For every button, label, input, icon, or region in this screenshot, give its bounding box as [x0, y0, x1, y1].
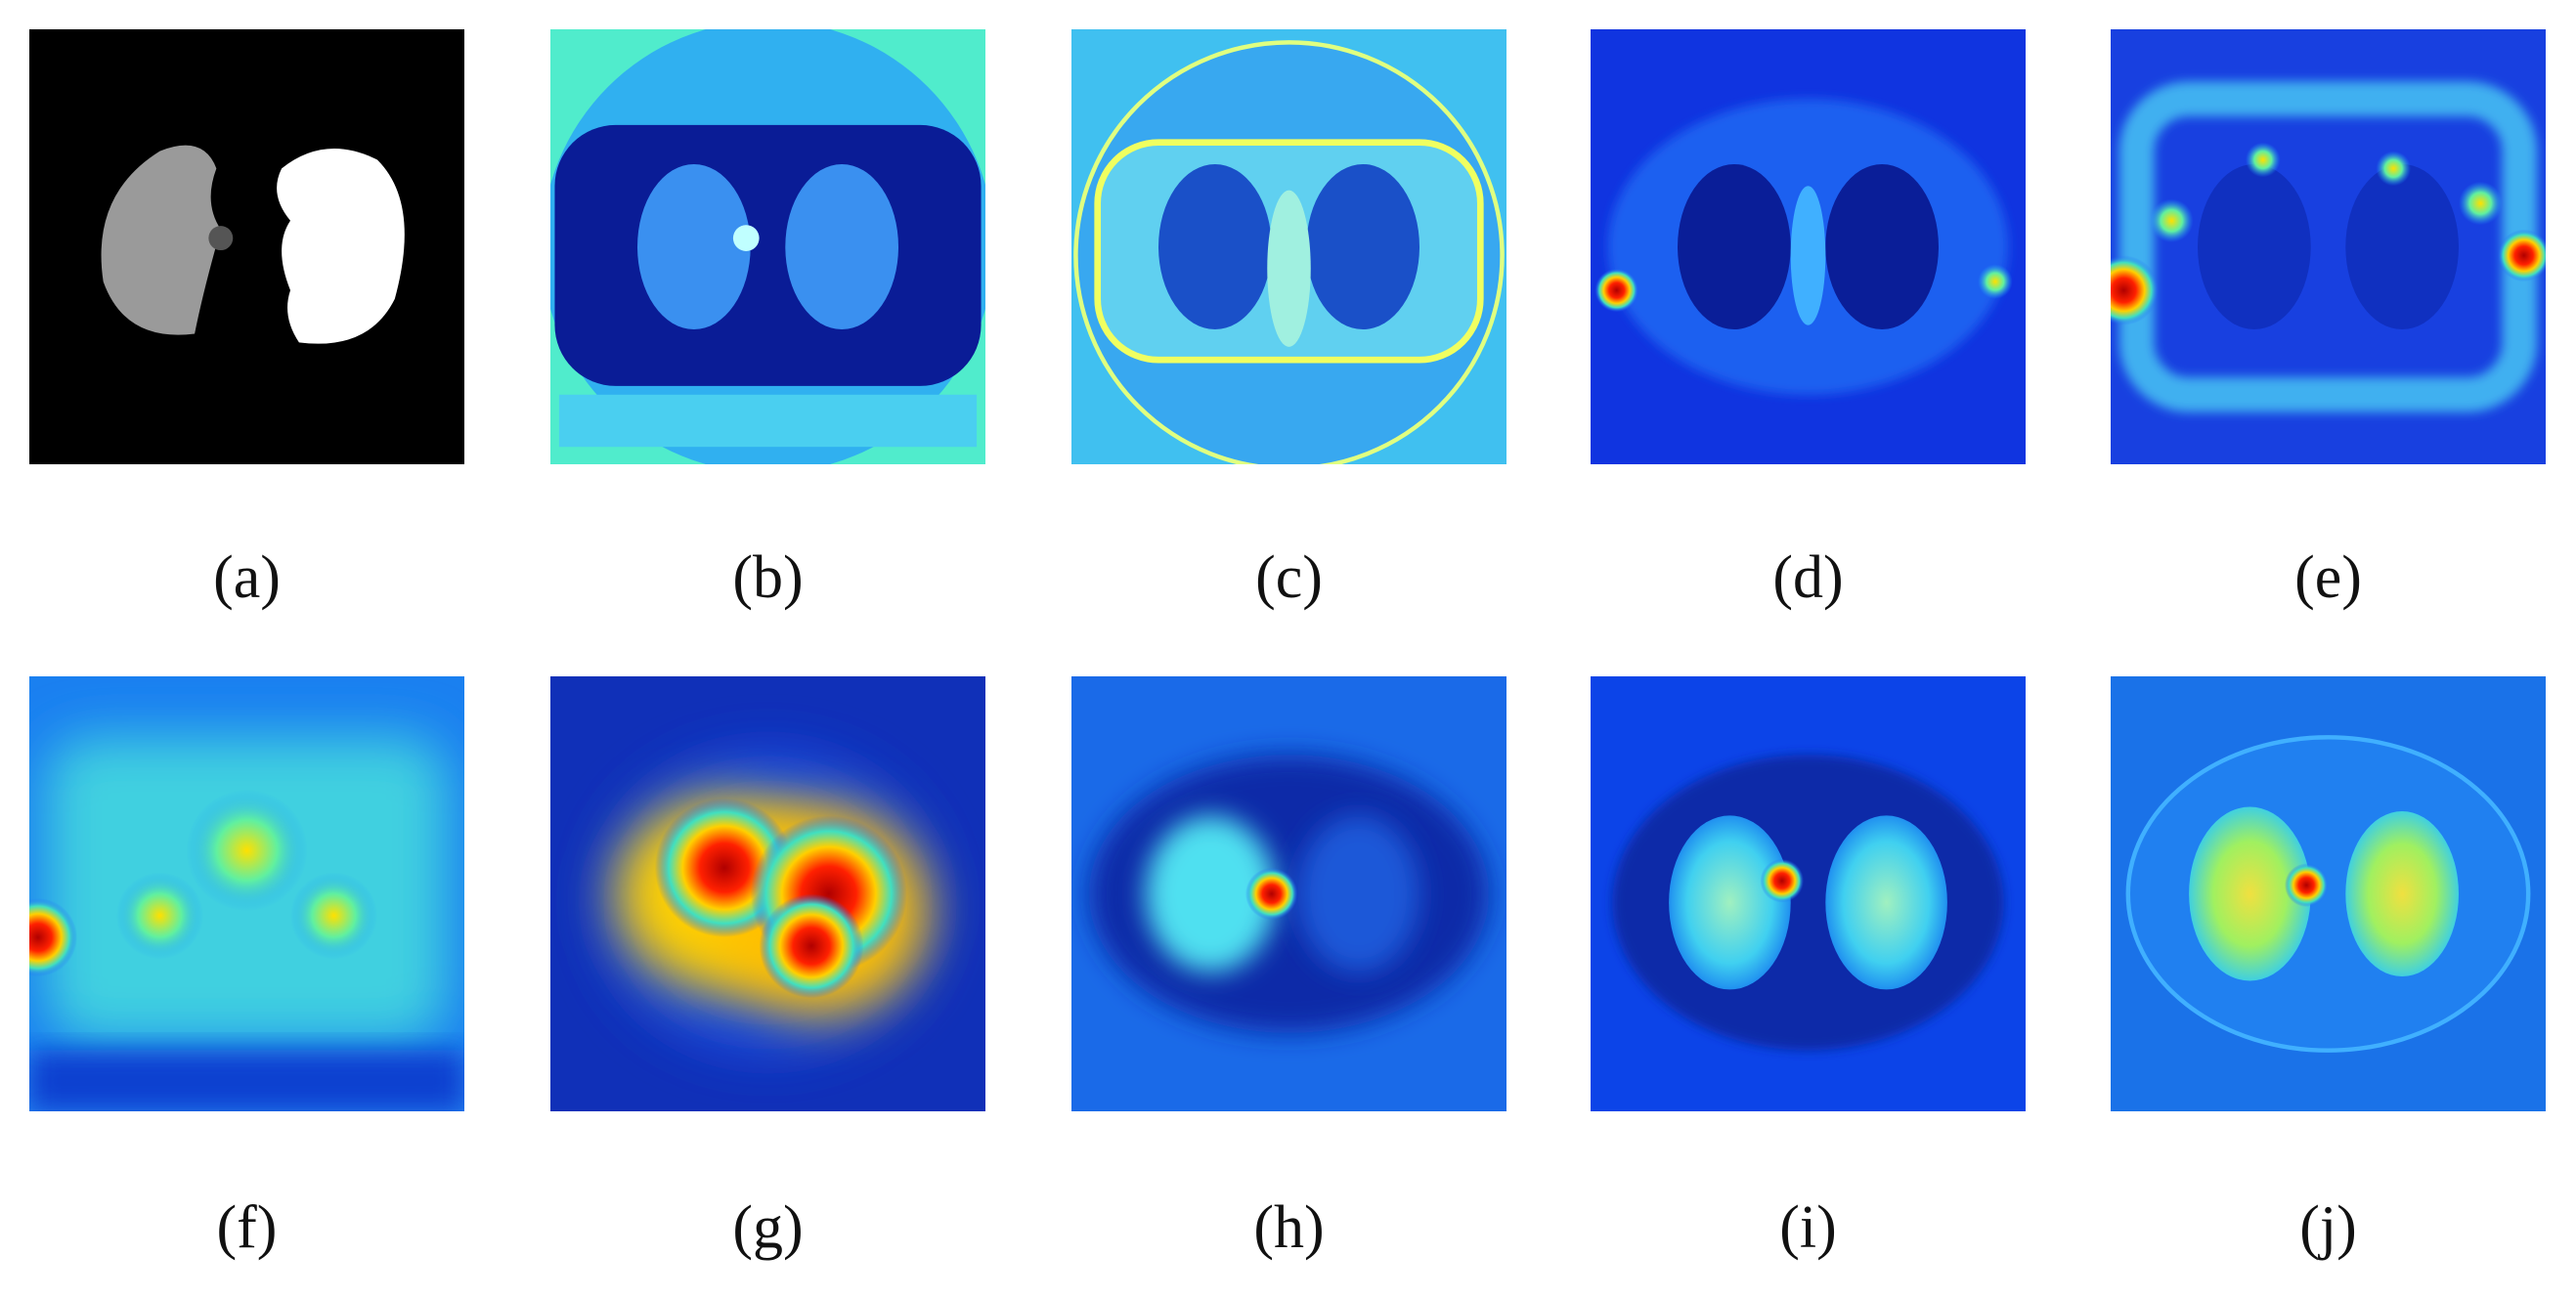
spot — [186, 789, 308, 912]
panel-image — [1591, 29, 2026, 464]
shape — [785, 163, 898, 330]
panel-label: (h) — [1253, 1194, 1324, 1261]
panel-content — [1071, 676, 1506, 1111]
panel-label: (a) — [213, 544, 281, 611]
shape — [1790, 186, 1826, 325]
panel-content — [1591, 676, 2026, 1111]
shape — [1297, 815, 1419, 973]
panel-image — [29, 676, 464, 1111]
band — [554, 124, 982, 386]
panel-image — [1071, 29, 1506, 464]
spot — [290, 872, 377, 960]
panel-content — [550, 29, 985, 464]
panel-label: (f) — [217, 1194, 278, 1261]
panel-label: (g) — [732, 1194, 803, 1261]
panel-content — [2111, 29, 2546, 464]
shape — [1678, 163, 1791, 330]
panel-label: (c) — [1255, 544, 1323, 611]
panel-content — [1071, 29, 1506, 464]
panel-image — [550, 676, 985, 1111]
shape — [2189, 806, 2311, 981]
panel-image — [2111, 29, 2546, 464]
panel-content — [29, 29, 464, 464]
spot — [2150, 198, 2194, 243]
panel-label: (j) — [2299, 1194, 2357, 1261]
shape — [637, 163, 751, 330]
spot — [1245, 867, 1298, 921]
spot — [2459, 181, 2503, 226]
shape — [1306, 163, 1419, 330]
spot — [1594, 268, 1638, 313]
spot — [2285, 863, 2329, 907]
panel-image — [550, 29, 985, 464]
shape — [1669, 815, 1791, 990]
spot — [2111, 255, 2159, 325]
shape — [2198, 163, 2311, 330]
spot — [29, 897, 77, 977]
trachea — [208, 226, 234, 251]
panel-image — [2111, 676, 2546, 1111]
lung-right — [277, 149, 405, 344]
spot — [1760, 858, 1805, 903]
spot — [759, 893, 864, 999]
bottom — [558, 394, 978, 448]
shape — [1825, 163, 1939, 330]
panel-label: (b) — [732, 544, 803, 611]
shape — [1158, 163, 1272, 330]
spot — [2498, 229, 2546, 282]
spot — [116, 872, 203, 960]
bottom — [29, 1050, 464, 1111]
panel-label: (e) — [2294, 544, 2362, 611]
panel-content — [2111, 676, 2546, 1111]
shape — [2345, 810, 2459, 977]
shape — [1145, 815, 1277, 973]
panel-label: (d) — [1772, 544, 1843, 611]
shape — [2345, 163, 2459, 330]
panel-content — [29, 676, 464, 1111]
shape — [1267, 190, 1311, 347]
shape — [2125, 735, 2531, 1053]
spot — [1978, 264, 2013, 299]
spot — [2376, 151, 2412, 187]
panel-label: (i) — [1779, 1194, 1837, 1261]
trachea — [732, 225, 760, 251]
panel-content — [550, 676, 985, 1111]
panel-image — [29, 29, 464, 464]
panel-image — [1591, 676, 2026, 1111]
spot — [2245, 142, 2281, 178]
panel-image — [1071, 676, 1506, 1111]
shape — [1825, 815, 1947, 990]
lung-left — [101, 145, 221, 335]
panel-content — [1591, 29, 2026, 464]
